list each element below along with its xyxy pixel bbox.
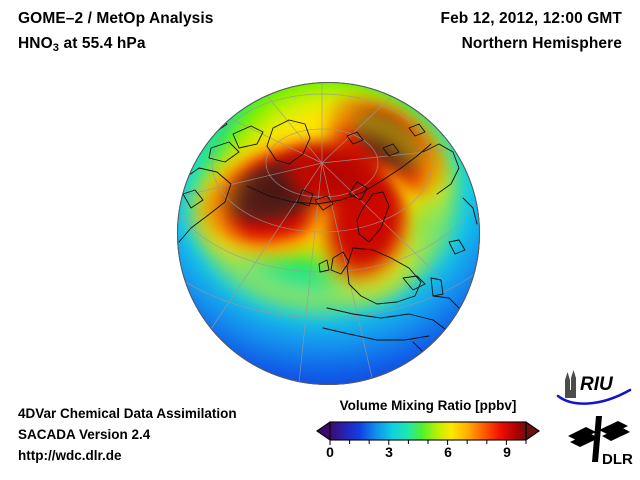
region-label: Northern Hemisphere <box>461 35 622 52</box>
globe-map <box>177 82 480 385</box>
species-level-title: HNO3 at 55.4 hPa <box>18 35 214 54</box>
graticule-latitudes <box>177 82 480 319</box>
colorbar-title: Volume Mixing Ratio [ppbv] <box>339 398 517 413</box>
riu-logo: RIU <box>556 370 632 405</box>
dlr-wordmark: DLR <box>602 451 633 468</box>
colorbar-tick-0: 0 <box>326 444 334 460</box>
colorbar-tick-6: 6 <box>444 444 452 460</box>
species-subscript: 3 <box>52 42 60 54</box>
globe-surface <box>177 82 480 385</box>
colorbar-tick-3: 3 <box>385 444 393 460</box>
header-left: GOME–2 / MetOp Analysis HNO3 at 55.4 hPa <box>18 10 214 54</box>
analysis-title: GOME–2 / MetOp Analysis <box>18 10 214 27</box>
colorbar-extend-min <box>316 420 331 442</box>
version-label: SACADA Version 2.4 <box>18 427 151 442</box>
riu-wordmark: RIU <box>580 374 614 395</box>
graticule-meridians <box>177 82 464 385</box>
datetime-label: Feb 12, 2012, 12:00 GMT <box>440 10 622 27</box>
riu-swoosh-icon <box>556 388 632 405</box>
cathedral-spires-icon <box>565 370 576 398</box>
footer-credits: 4DVar Chemical Data Assimilation SACADA … <box>18 403 237 466</box>
colorbar-minor-ticks <box>329 440 527 445</box>
method-label: 4DVar Chemical Data Assimilation <box>18 406 237 421</box>
colorbar-extend-max <box>525 420 540 442</box>
dlr-pinwheel-icon <box>568 416 630 462</box>
colorbar-gradient <box>329 421 527 441</box>
url-label: http://wdc.dlr.de <box>18 448 122 463</box>
level-label: at 55.4 hPa <box>59 35 146 52</box>
colorbar-scale <box>316 420 540 445</box>
species-label: HNO <box>18 35 53 52</box>
colorbar: Volume Mixing Ratio [ppbv] <box>312 398 544 472</box>
colorbar-tick-9: 9 <box>503 444 511 460</box>
map-overlay <box>177 82 480 385</box>
header-right: Feb 12, 2012, 12:00 GMT Northern Hemisph… <box>441 10 623 53</box>
dlr-logo: DLR <box>568 416 633 468</box>
